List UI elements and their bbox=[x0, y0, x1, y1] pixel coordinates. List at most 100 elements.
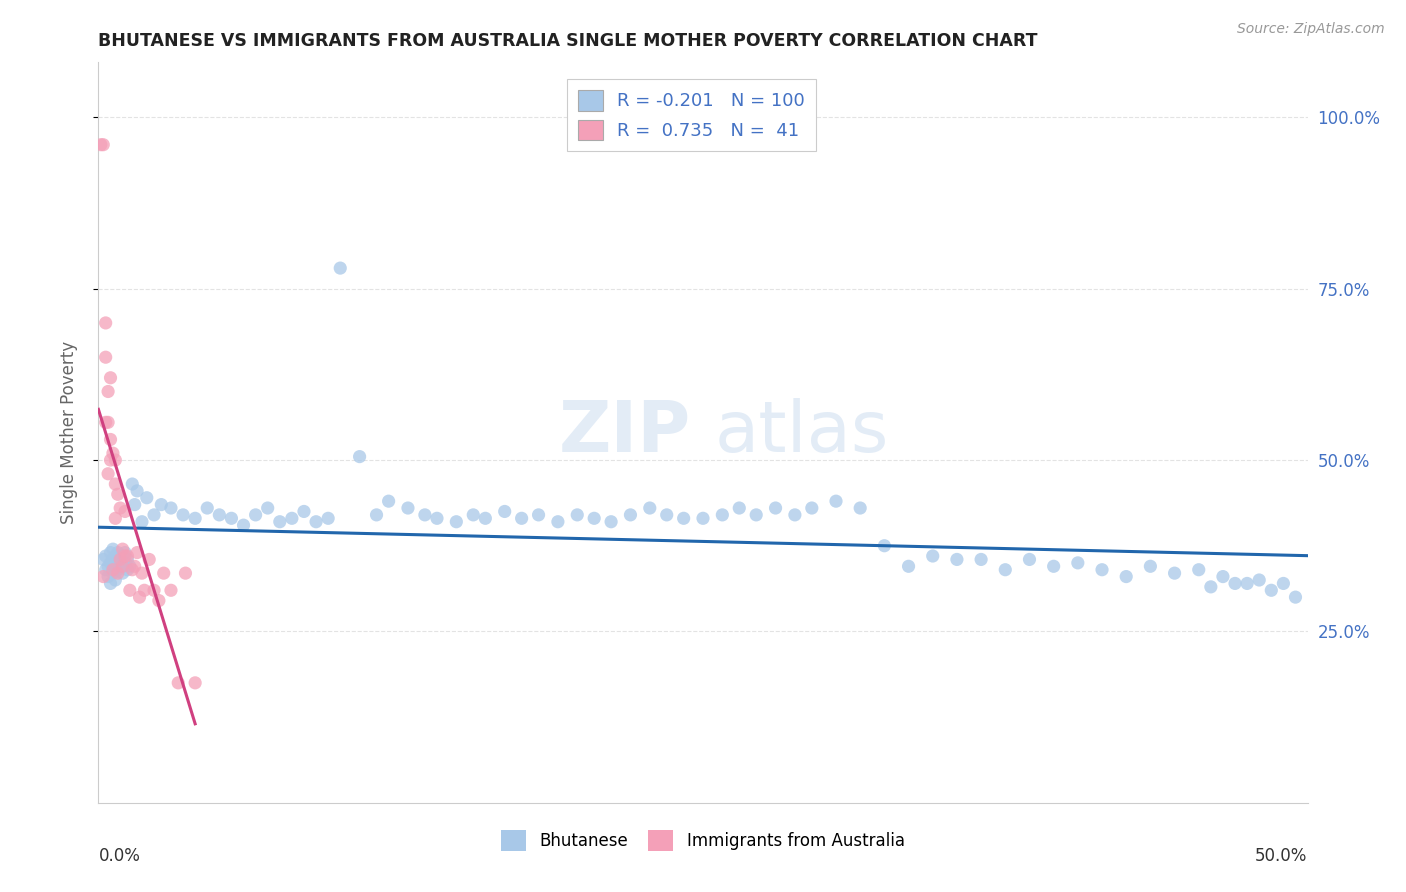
Point bbox=[127, 483, 149, 498]
Point bbox=[117, 563, 139, 577]
Point bbox=[94, 350, 117, 364]
Point bbox=[91, 552, 114, 566]
Point bbox=[1223, 576, 1246, 591]
Point bbox=[124, 498, 146, 512]
Point bbox=[1284, 590, 1306, 604]
Point bbox=[184, 511, 207, 525]
Point bbox=[111, 566, 134, 581]
Point bbox=[825, 494, 848, 508]
Point bbox=[101, 566, 124, 581]
Point bbox=[104, 477, 127, 491]
Point bbox=[114, 556, 136, 570]
Point bbox=[104, 563, 127, 577]
Point bbox=[1260, 583, 1282, 598]
Point bbox=[1188, 563, 1211, 577]
Point bbox=[1212, 569, 1234, 583]
Point bbox=[1139, 559, 1161, 574]
Point bbox=[104, 549, 127, 563]
Point bbox=[101, 563, 124, 577]
Point bbox=[104, 511, 127, 525]
Point bbox=[269, 515, 291, 529]
Point bbox=[510, 511, 533, 525]
Point bbox=[783, 508, 806, 522]
Point bbox=[111, 542, 134, 557]
Point bbox=[101, 446, 124, 460]
Point bbox=[107, 545, 129, 559]
Point bbox=[118, 583, 141, 598]
Text: 50.0%: 50.0% bbox=[1256, 847, 1308, 865]
Point bbox=[143, 508, 166, 522]
Point bbox=[970, 552, 993, 566]
Point bbox=[111, 559, 134, 574]
Point bbox=[94, 415, 117, 429]
Point bbox=[138, 552, 160, 566]
Point bbox=[426, 511, 449, 525]
Point bbox=[111, 559, 134, 574]
Point bbox=[100, 433, 122, 447]
Point bbox=[1042, 559, 1064, 574]
Point bbox=[413, 508, 436, 522]
Point bbox=[292, 504, 315, 518]
Point bbox=[128, 590, 150, 604]
Point bbox=[97, 467, 120, 481]
Point bbox=[121, 563, 143, 577]
Point bbox=[111, 549, 134, 563]
Point bbox=[148, 593, 170, 607]
Point bbox=[208, 508, 231, 522]
Point bbox=[121, 477, 143, 491]
Point bbox=[94, 316, 117, 330]
Point bbox=[97, 559, 120, 574]
Point bbox=[329, 261, 352, 276]
Point bbox=[90, 137, 112, 152]
Point bbox=[107, 487, 129, 501]
Point bbox=[463, 508, 485, 522]
Point bbox=[366, 508, 388, 522]
Point bbox=[638, 501, 661, 516]
Point bbox=[494, 504, 516, 518]
Point bbox=[97, 569, 120, 583]
Point bbox=[316, 511, 339, 525]
Point bbox=[527, 508, 550, 522]
Point bbox=[849, 501, 872, 516]
Point bbox=[107, 566, 129, 581]
Point bbox=[94, 549, 117, 563]
Point bbox=[100, 556, 122, 570]
Point bbox=[305, 515, 328, 529]
Point bbox=[1163, 566, 1185, 581]
Point bbox=[167, 676, 190, 690]
Point bbox=[232, 518, 254, 533]
Point bbox=[101, 552, 124, 566]
Point bbox=[897, 559, 920, 574]
Point bbox=[474, 511, 496, 525]
Point bbox=[143, 583, 166, 598]
Point bbox=[349, 450, 371, 464]
Point bbox=[117, 549, 139, 563]
Point bbox=[100, 545, 122, 559]
Point bbox=[160, 583, 183, 598]
Text: ZIP: ZIP bbox=[558, 398, 690, 467]
Point bbox=[100, 576, 122, 591]
Point bbox=[994, 563, 1017, 577]
Point bbox=[619, 508, 641, 522]
Point bbox=[94, 563, 117, 577]
Point bbox=[114, 549, 136, 563]
Point bbox=[1236, 576, 1258, 591]
Point bbox=[118, 559, 141, 574]
Point bbox=[567, 508, 589, 522]
Y-axis label: Single Mother Poverty: Single Mother Poverty bbox=[59, 341, 77, 524]
Point bbox=[1067, 556, 1090, 570]
Point bbox=[107, 556, 129, 570]
Point bbox=[195, 501, 218, 516]
Point bbox=[692, 511, 714, 525]
Point bbox=[672, 511, 695, 525]
Point bbox=[108, 501, 131, 516]
Legend: Bhutanese, Immigrants from Australia: Bhutanese, Immigrants from Australia bbox=[495, 823, 911, 857]
Point bbox=[583, 511, 606, 525]
Point bbox=[131, 515, 153, 529]
Point bbox=[104, 453, 127, 467]
Point bbox=[765, 501, 787, 516]
Point bbox=[221, 511, 243, 525]
Point bbox=[547, 515, 569, 529]
Point bbox=[655, 508, 678, 522]
Point bbox=[134, 583, 156, 598]
